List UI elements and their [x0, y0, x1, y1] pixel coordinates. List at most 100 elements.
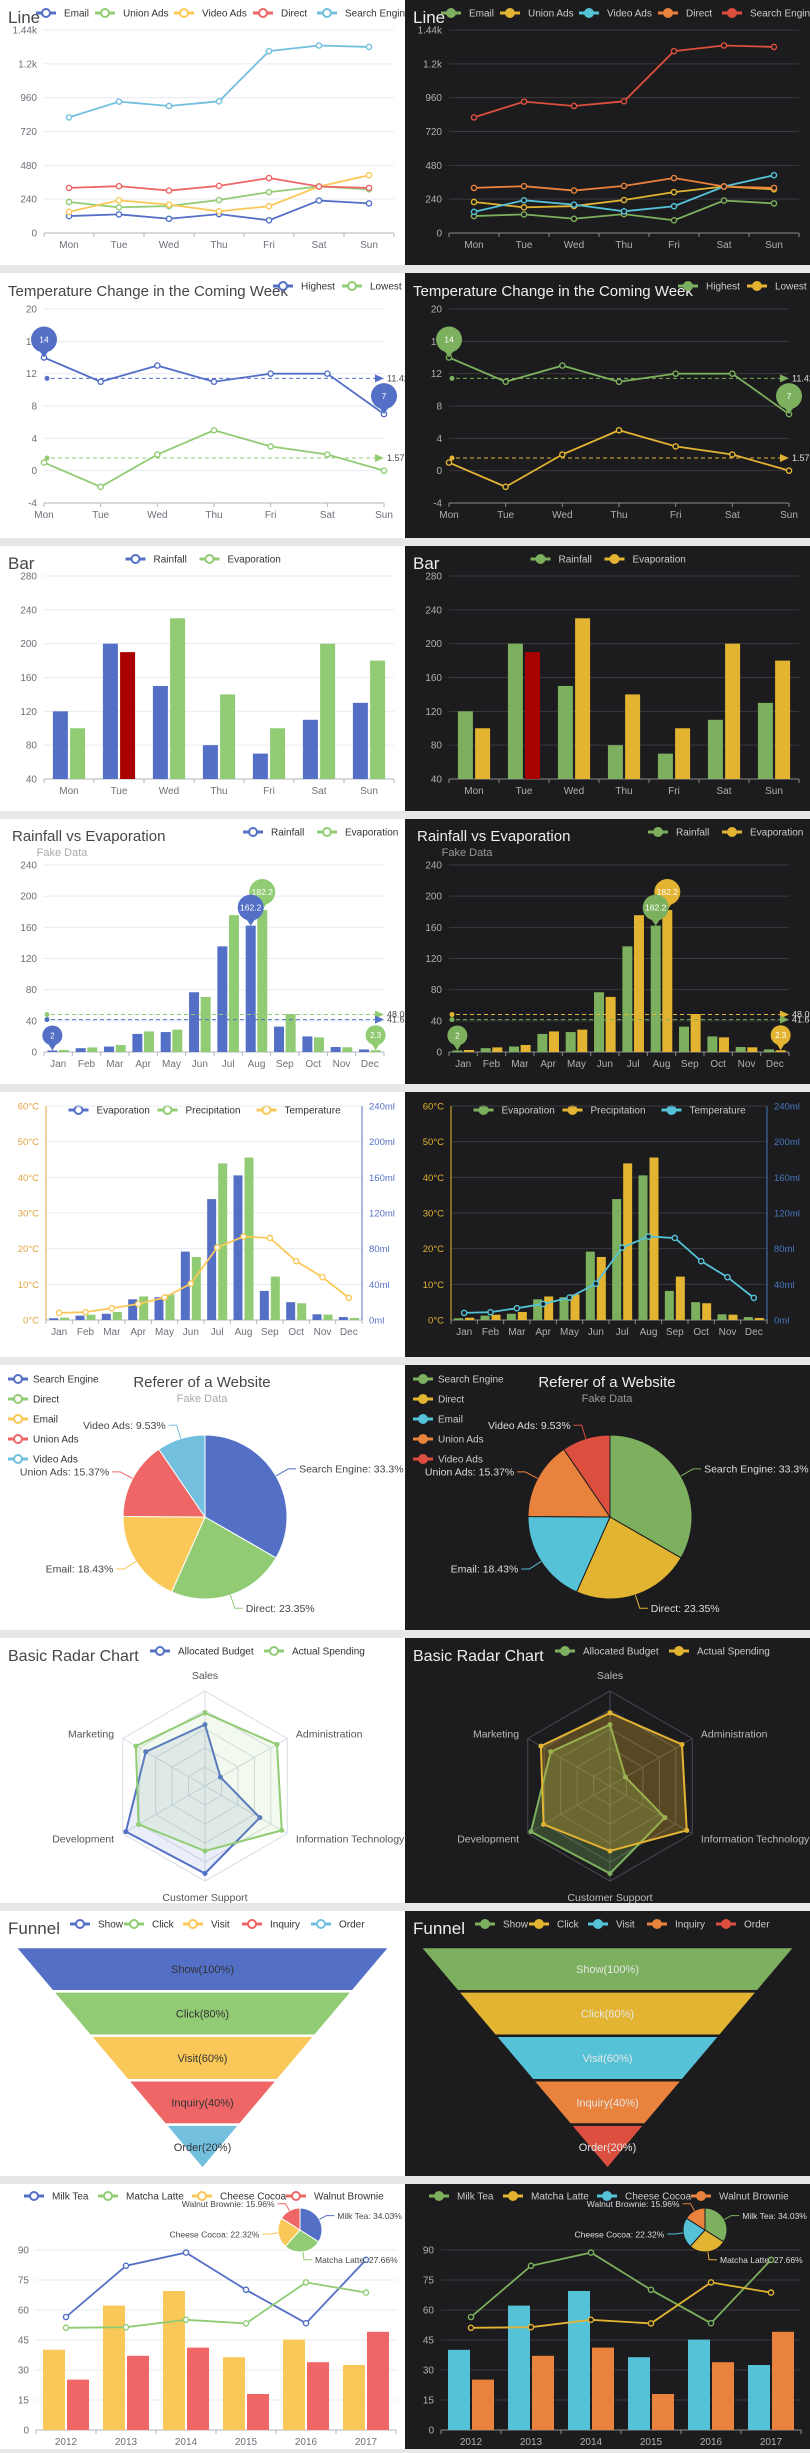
bar[interactable]	[717, 1314, 727, 1320]
bar[interactable]	[775, 660, 791, 779]
bar[interactable]	[75, 1315, 85, 1320]
bar[interactable]	[359, 1049, 370, 1052]
bar[interactable]	[575, 618, 591, 779]
bar[interactable]	[480, 1315, 490, 1320]
bar[interactable]	[612, 1199, 622, 1320]
bar[interactable]	[506, 1313, 516, 1320]
bar[interactable]	[650, 925, 661, 1052]
bar[interactable]	[103, 2305, 125, 2430]
legend-item-video-ads[interactable]: Video Ads	[174, 8, 247, 20]
bar[interactable]	[532, 2355, 554, 2430]
bar[interactable]	[657, 753, 673, 779]
pie-slice-matcha-latte[interactable]	[689, 2229, 725, 2253]
bar[interactable]	[491, 1314, 501, 1320]
legend-item-union-ads[interactable]: Union Ads	[500, 8, 574, 20]
bar[interactable]	[165, 1294, 175, 1320]
bar[interactable]	[285, 1014, 296, 1052]
bar[interactable]	[702, 1303, 712, 1320]
bar[interactable]	[112, 1311, 122, 1320]
bar[interactable]	[49, 1318, 59, 1320]
legend-item-rainfall[interactable]: Rainfall	[648, 827, 709, 839]
legend-item-email[interactable]: Email	[8, 1414, 58, 1426]
bar[interactable]	[323, 1314, 333, 1320]
bar[interactable]	[662, 910, 673, 1052]
bar[interactable]	[754, 1317, 764, 1320]
bar[interactable]	[128, 1299, 138, 1320]
legend-item-union-ads[interactable]: Union Ads	[8, 1434, 79, 1446]
bar[interactable]	[60, 1317, 70, 1320]
bar[interactable]	[492, 1047, 503, 1052]
bar[interactable]	[245, 925, 256, 1052]
bar[interactable]	[625, 694, 641, 779]
legend-item-direct[interactable]: Direct	[253, 8, 307, 20]
bar[interactable]	[548, 1031, 559, 1052]
bar[interactable]	[508, 2305, 530, 2430]
bar[interactable]	[312, 1314, 322, 1320]
pie-slice-union-ads[interactable]	[527, 1448, 611, 1518]
bar[interactable]	[257, 910, 268, 1052]
bar[interactable]	[594, 992, 605, 1052]
legend-item-evaporation[interactable]: Evaporation	[722, 827, 803, 839]
legend-item-rainfall[interactable]: Rainfall	[243, 827, 304, 839]
legend-item-email[interactable]: Email	[36, 8, 89, 20]
bar[interactable]	[688, 2339, 710, 2430]
pie-slice-search-engine[interactable]	[204, 1434, 288, 1559]
legend-item-evaporation[interactable]: Evaporation	[473, 1105, 555, 1117]
bar[interactable]	[200, 996, 211, 1052]
bar[interactable]	[154, 1297, 164, 1320]
legend-item-inquiry[interactable]: Inquiry	[242, 1919, 300, 1931]
bar[interactable]	[725, 643, 741, 779]
bar[interactable]	[712, 2362, 734, 2430]
bar[interactable]	[104, 1046, 115, 1052]
bar[interactable]	[274, 1026, 285, 1052]
legend-item-milk-tea[interactable]: Milk Tea	[429, 2191, 494, 2203]
bar[interactable]	[187, 2347, 209, 2430]
bar[interactable]	[286, 1302, 296, 1320]
bar[interactable]	[638, 1175, 648, 1320]
pie-slice-email[interactable]	[527, 1516, 611, 1593]
legend-item-precipitation[interactable]: Precipitation	[562, 1105, 646, 1117]
legend-item-visit[interactable]: Visit	[183, 1919, 230, 1931]
bar[interactable]	[223, 2357, 245, 2430]
bar[interactable]	[533, 1299, 543, 1320]
legend-item-cheese-cocoa[interactable]: Cheese Cocoa	[192, 2191, 287, 2203]
bar[interactable]	[120, 652, 136, 779]
bar[interactable]	[170, 618, 186, 779]
legend-item-search-engine[interactable]: Search Engine	[317, 8, 405, 20]
legend-item-search-engine[interactable]: Search Engine	[413, 1374, 504, 1386]
bar[interactable]	[525, 652, 541, 779]
bar[interactable]	[283, 2339, 305, 2430]
funnel-step-order[interactable]	[162, 2123, 243, 2171]
pie-slice-walnut-brownie[interactable]	[685, 2207, 706, 2231]
bar[interactable]	[707, 1036, 718, 1052]
bar[interactable]	[775, 1050, 786, 1052]
bar[interactable]	[764, 1049, 775, 1052]
bar[interactable]	[607, 745, 623, 779]
legend-item-direct[interactable]: Direct	[413, 1394, 464, 1406]
bar[interactable]	[517, 1311, 527, 1320]
bar[interactable]	[596, 1256, 606, 1320]
bar[interactable]	[707, 719, 723, 779]
pie-slice-walnut-brownie[interactable]	[280, 2207, 301, 2231]
bar[interactable]	[675, 728, 691, 779]
bar[interactable]	[557, 685, 573, 779]
legend-item-search-engine[interactable]: Search Engine	[722, 8, 810, 20]
legend-item-temperature[interactable]: Temperature	[661, 1105, 747, 1117]
bar[interactable]	[367, 2331, 389, 2430]
pie-slice-video-ads[interactable]	[158, 1434, 206, 1519]
legend-item-video-ads[interactable]: Video Ads	[8, 1454, 78, 1466]
bar[interactable]	[628, 2357, 650, 2430]
legend-item-lowest[interactable]: Lowest	[747, 281, 807, 293]
legend-item-temperature[interactable]: Temperature	[256, 1105, 342, 1117]
bar[interactable]	[52, 711, 68, 779]
bar[interactable]	[228, 915, 239, 1052]
bar[interactable]	[115, 1044, 126, 1052]
bar[interactable]	[139, 1296, 149, 1320]
bar[interactable]	[259, 1290, 269, 1320]
bar[interactable]	[690, 1014, 701, 1052]
bar[interactable]	[47, 1050, 58, 1052]
legend-item-union-ads[interactable]: Union Ads	[413, 1434, 484, 1446]
legend-item-allocated-budget[interactable]: Allocated Budget	[555, 1646, 659, 1658]
bar[interactable]	[743, 1317, 753, 1320]
bar[interactable]	[313, 1037, 324, 1052]
